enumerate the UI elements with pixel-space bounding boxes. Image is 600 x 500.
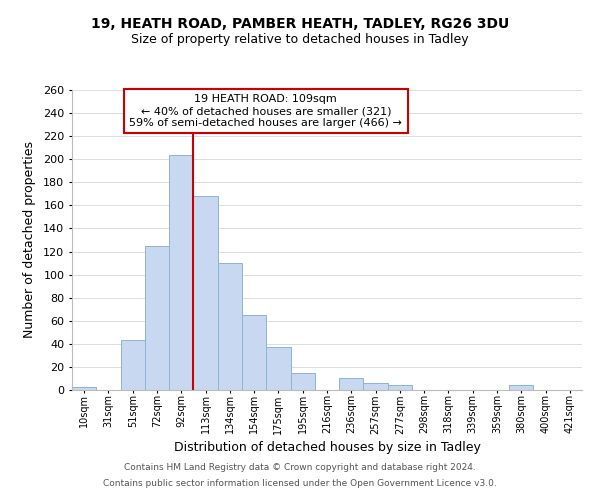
Text: 19, HEATH ROAD, PAMBER HEATH, TADLEY, RG26 3DU: 19, HEATH ROAD, PAMBER HEATH, TADLEY, RG… [91,18,509,32]
Bar [339,378,364,390]
Bar [364,383,388,390]
X-axis label: Distribution of detached houses by size in Tadley: Distribution of detached houses by size … [173,440,481,454]
Bar [145,246,169,390]
Bar [388,386,412,390]
Bar [266,348,290,390]
Bar [72,386,96,390]
Bar [290,372,315,390]
Text: Size of property relative to detached houses in Tadley: Size of property relative to detached ho… [131,32,469,46]
Text: Contains public sector information licensed under the Open Government Licence v3: Contains public sector information licen… [103,478,497,488]
Bar [242,315,266,390]
Y-axis label: Number of detached properties: Number of detached properties [23,142,36,338]
Bar [218,263,242,390]
Bar [193,196,218,390]
Bar [509,386,533,390]
Text: Contains HM Land Registry data © Crown copyright and database right 2024.: Contains HM Land Registry data © Crown c… [124,464,476,472]
Text: 19 HEATH ROAD: 109sqm
← 40% of detached houses are smaller (321)
59% of semi-det: 19 HEATH ROAD: 109sqm ← 40% of detached … [130,94,402,128]
Bar [169,154,193,390]
Bar [121,340,145,390]
